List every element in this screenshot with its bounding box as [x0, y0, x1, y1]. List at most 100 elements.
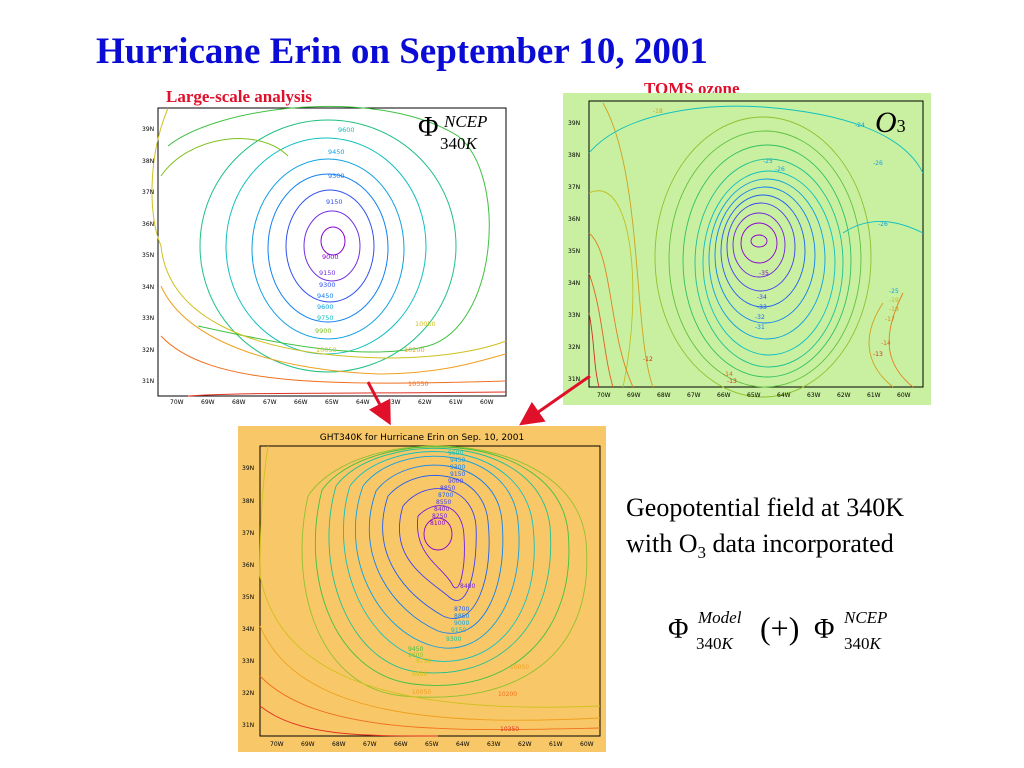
lon-tick: 61W: [549, 741, 563, 748]
lat-tick: 35N: [242, 594, 254, 601]
lon-tick: 67W: [363, 741, 377, 748]
lon-tick: 68W: [657, 392, 671, 399]
contour-label: 9750: [317, 314, 334, 322]
lat-tick: 36N: [142, 221, 154, 228]
lat-tick: 31N: [142, 378, 154, 385]
contour-label: 9600: [448, 450, 463, 457]
lon-tick: 67W: [263, 399, 277, 406]
model-superscript: Model: [698, 608, 742, 627]
contour-label: -26: [775, 166, 785, 173]
lon-tick: 70W: [597, 392, 611, 399]
lon-axis: 70W 69W 68W 67W 66W 65W 64W 63W 62W 61W …: [597, 392, 911, 399]
lat-tick: 39N: [142, 126, 154, 133]
phi-symbol: Φ: [418, 112, 439, 143]
contour-label: -34: [757, 294, 767, 301]
lon-tick: 70W: [170, 399, 184, 406]
contour-label: 9150: [319, 269, 336, 277]
arrows: [366, 374, 591, 426]
lat-tick: 33N: [142, 315, 154, 322]
lat-tick: 33N: [242, 658, 254, 665]
o3-subscript: 3: [896, 116, 906, 136]
lat-tick: 32N: [142, 347, 154, 354]
formula: Φ Model 340K (+) Φ NCEP 340K: [668, 604, 918, 664]
lat-tick: 37N: [242, 530, 254, 537]
lon-tick: 61W: [867, 392, 881, 399]
lat-tick: 35N: [568, 248, 580, 255]
caption-line-1: Geopotential field at 340K: [626, 493, 904, 522]
ncep-subscript: 340K: [844, 634, 881, 654]
phi-model-symbol: Φ: [668, 614, 689, 645]
contour-labels: 9600 9450 9300 9150 9000 9150 9300 9450 …: [315, 126, 436, 388]
contour-label: 10050: [316, 346, 337, 354]
combined-geopotential-map: GHT340K for Hurricane Erin on Sep. 10, 2…: [238, 426, 606, 752]
contour-label: -24: [855, 122, 865, 129]
contour-label: -35: [759, 270, 769, 277]
contour-label: -26: [873, 160, 883, 167]
o-symbol: O: [875, 106, 897, 139]
contour-label: 9450: [328, 148, 345, 156]
contour-label: 10350: [408, 380, 429, 388]
lat-tick: 36N: [242, 562, 254, 569]
ncep-superscript: NCEP: [844, 608, 888, 627]
contour-label: 9300: [446, 636, 461, 643]
caption: Geopotential field at 340K with O3 data …: [626, 490, 904, 571]
arrow-from-toms: [519, 374, 591, 426]
contour-label: 9600: [317, 303, 334, 311]
lon-tick: 65W: [425, 741, 439, 748]
contour-label: -25: [889, 288, 899, 295]
contour-label: 8250: [432, 513, 447, 520]
lon-tick: 65W: [325, 399, 339, 406]
contours: [151, 105, 507, 397]
lon-tick: 63W: [487, 741, 501, 748]
k340-subscript: 340K: [440, 134, 477, 154]
contour-label: 8100: [430, 520, 445, 527]
lat-tick: 39N: [242, 465, 254, 472]
lat-tick: 34N: [242, 626, 254, 633]
lon-tick: 63W: [387, 399, 401, 406]
contour-label: -18: [889, 306, 899, 313]
lon-tick: 60W: [580, 741, 594, 748]
contour-label: 9000: [448, 478, 463, 485]
lat-axis: 39N 38N 37N 36N 35N 34N 33N 32N 31N: [568, 120, 580, 383]
contours: [259, 445, 601, 737]
contour-label: -19: [889, 297, 899, 304]
contour-label: 10200: [498, 691, 517, 698]
contour-label: 9600: [408, 652, 423, 659]
phi-ncep-symbol: Φ: [814, 614, 835, 645]
map-frame: [157, 107, 507, 397]
lon-tick: 64W: [777, 392, 791, 399]
plus-operator: (+): [760, 610, 800, 646]
lon-tick: 60W: [897, 392, 911, 399]
k-unit: K: [869, 634, 881, 653]
contour-label: 8850: [454, 613, 469, 620]
lon-tick: 68W: [332, 741, 346, 748]
contour-label: 8400: [460, 583, 475, 590]
caption-subscript: 3: [697, 543, 707, 563]
caption-suffix: data incorporated: [706, 529, 894, 558]
contour-label: 8850: [440, 485, 455, 492]
lon-tick: 68W: [232, 399, 246, 406]
contour-label: -12: [643, 356, 653, 363]
lon-tick: 69W: [201, 399, 215, 406]
lon-tick: 69W: [627, 392, 641, 399]
lon-tick: 66W: [294, 399, 308, 406]
lon-tick: 63W: [807, 392, 821, 399]
contour-label: 9300: [319, 281, 336, 289]
contour-label: -26: [878, 221, 888, 228]
contour-label: 9000: [454, 620, 469, 627]
contours: [588, 102, 924, 398]
contour-label: 9150: [450, 471, 465, 478]
lon-tick: 64W: [356, 399, 370, 406]
contour-label: 9150: [451, 627, 466, 634]
contour-label: 9450: [408, 646, 423, 653]
contour-label: 9300: [328, 172, 345, 180]
lat-tick: 38N: [142, 158, 154, 165]
lat-axis: 39N 38N 37N 36N 35N 34N 33N 32N 31N: [142, 126, 154, 385]
contour-label: 8550: [436, 499, 451, 506]
lon-tick: 62W: [518, 741, 532, 748]
contour-labels: 9600 9450 9300 9150 9000 8850 8700 8550 …: [408, 450, 529, 733]
o3-label: O3: [875, 106, 906, 140]
lon-tick: 62W: [837, 392, 851, 399]
contour-label: -31: [755, 324, 765, 331]
ncep-superscript: NCEP: [444, 112, 488, 131]
